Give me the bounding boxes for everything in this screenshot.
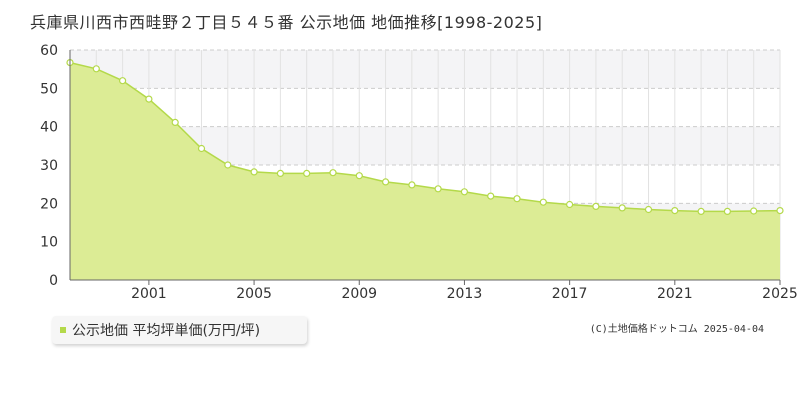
- axes: [69, 50, 781, 285]
- data-point: [382, 178, 390, 186]
- data-point: [539, 198, 547, 206]
- data-point: [118, 77, 127, 85]
- data-point: [723, 207, 732, 215]
- data-point: [408, 181, 416, 189]
- x-tick-label: 2013: [447, 286, 483, 302]
- data-point: [618, 204, 626, 212]
- data-point: [434, 185, 442, 193]
- series-line: [69, 61, 781, 213]
- x-tick-label: 2017: [552, 286, 588, 302]
- data-point: [644, 205, 653, 214]
- data-point: [276, 169, 284, 177]
- y-tick-label: 20: [40, 196, 58, 212]
- data-point: [197, 144, 206, 153]
- y-tick-label: 0: [49, 273, 58, 289]
- legend-marker: [60, 327, 66, 333]
- data-point: [145, 95, 153, 103]
- data-point: [776, 207, 784, 215]
- x-tick-label: 2005: [236, 286, 272, 302]
- y-tick-label: 40: [40, 120, 58, 136]
- chart-title: 兵庫県川西市西畦野２丁目５４５番 公示地価 地価推移[1998-2025]: [30, 13, 543, 32]
- data-point: [565, 200, 574, 209]
- data-point: [592, 202, 600, 210]
- legend: 公示地価 平均坪単価(万円/坪): [52, 316, 307, 344]
- x-tick-labels: 2001 2005 2009 2013 2017 2021 2025: [131, 286, 798, 302]
- y-tick-label: 50: [40, 81, 58, 97]
- y-tick-label: 30: [40, 158, 58, 174]
- data-point: [460, 188, 468, 196]
- legend-label: 公示地価 平均坪単価(万円/坪): [72, 323, 261, 339]
- data-point: [513, 195, 521, 203]
- grid-band: [70, 50, 780, 89]
- data-point: [750, 207, 758, 215]
- data-point: [250, 168, 258, 176]
- y-tick-label: 10: [40, 235, 58, 251]
- credit-text: (C)土地価格ドットコム 2025-04-04: [589, 324, 764, 335]
- x-tick-label: 2025: [762, 286, 798, 302]
- x-tick-label: 2001: [131, 286, 167, 302]
- data-point: [303, 169, 311, 177]
- data-point: [671, 207, 679, 215]
- data-points: [66, 58, 784, 215]
- y-tick-labels: 0 10 20 30 40 50 60: [40, 43, 58, 289]
- data-point: [697, 207, 705, 215]
- data-point: [329, 169, 337, 177]
- data-point: [355, 172, 363, 180]
- series-area: [70, 62, 780, 280]
- y-tick-label: 60: [40, 43, 58, 59]
- data-point: [171, 118, 179, 127]
- data-point: [224, 161, 232, 169]
- x-tick-label: 2009: [341, 286, 377, 302]
- x-tick-label: 2021: [657, 286, 693, 302]
- data-point: [487, 192, 495, 200]
- data-point: [92, 65, 100, 73]
